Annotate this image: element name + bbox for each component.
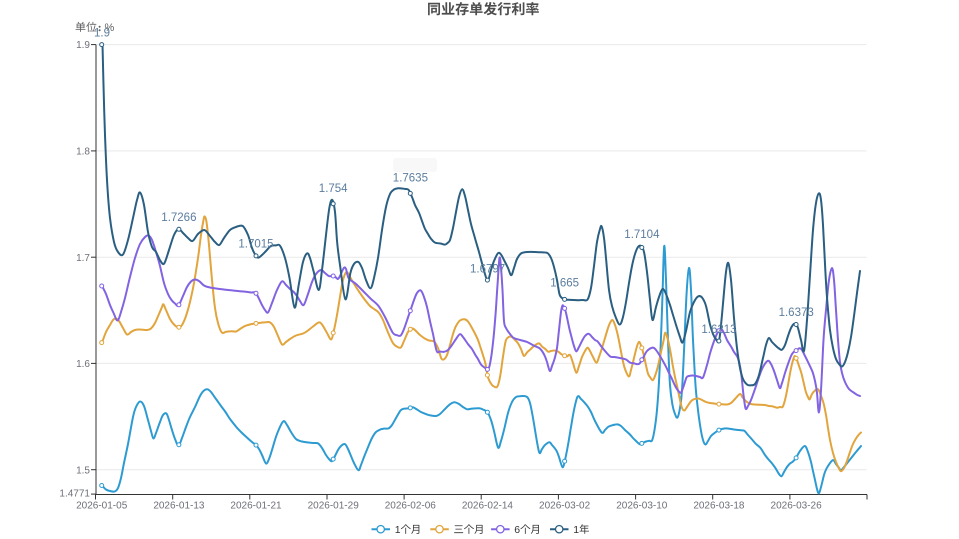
svg-text:2026-01-13: 2026-01-13	[153, 501, 205, 512]
svg-text:1.4771: 1.4771	[59, 488, 90, 499]
svg-text:6: 6	[514, 524, 520, 536]
svg-text:1.6373: 1.6373	[779, 307, 814, 319]
svg-text:2026-01-05: 2026-01-05	[76, 501, 128, 512]
svg-text:2026-01-21: 2026-01-21	[230, 501, 282, 512]
svg-text:1.7635: 1.7635	[393, 173, 428, 185]
svg-text:2026-03-10: 2026-03-10	[616, 501, 668, 512]
svg-text:1.665: 1.665	[550, 278, 579, 290]
svg-text:2026-03-02: 2026-03-02	[539, 501, 591, 512]
svg-text:2026-02-14: 2026-02-14	[462, 501, 514, 512]
svg-text:1.7104: 1.7104	[624, 229, 660, 241]
svg-text:1.6213: 1.6213	[701, 324, 736, 336]
svg-text:1.7266: 1.7266	[161, 212, 196, 224]
svg-text:2026-03-18: 2026-03-18	[693, 501, 745, 512]
svg-text:1: 1	[395, 524, 401, 536]
svg-text:%: %	[105, 22, 115, 34]
svg-text:1: 1	[573, 524, 579, 536]
svg-text:1.754: 1.754	[319, 183, 348, 195]
svg-text:1.6797: 1.6797	[470, 264, 505, 276]
svg-text:1.9: 1.9	[76, 40, 90, 51]
svg-text:2026-01-29: 2026-01-29	[308, 501, 360, 512]
svg-text:1.5: 1.5	[76, 465, 90, 476]
svg-text:1.7: 1.7	[76, 253, 90, 264]
svg-text:1.7015: 1.7015	[238, 239, 273, 251]
svg-text:1.9: 1.9	[94, 28, 110, 40]
svg-text:1.6: 1.6	[76, 359, 90, 370]
svg-text:1.8: 1.8	[76, 147, 90, 158]
svg-text:2026-02-06: 2026-02-06	[385, 501, 437, 512]
svg-text:2026-03-26: 2026-03-26	[771, 501, 823, 512]
